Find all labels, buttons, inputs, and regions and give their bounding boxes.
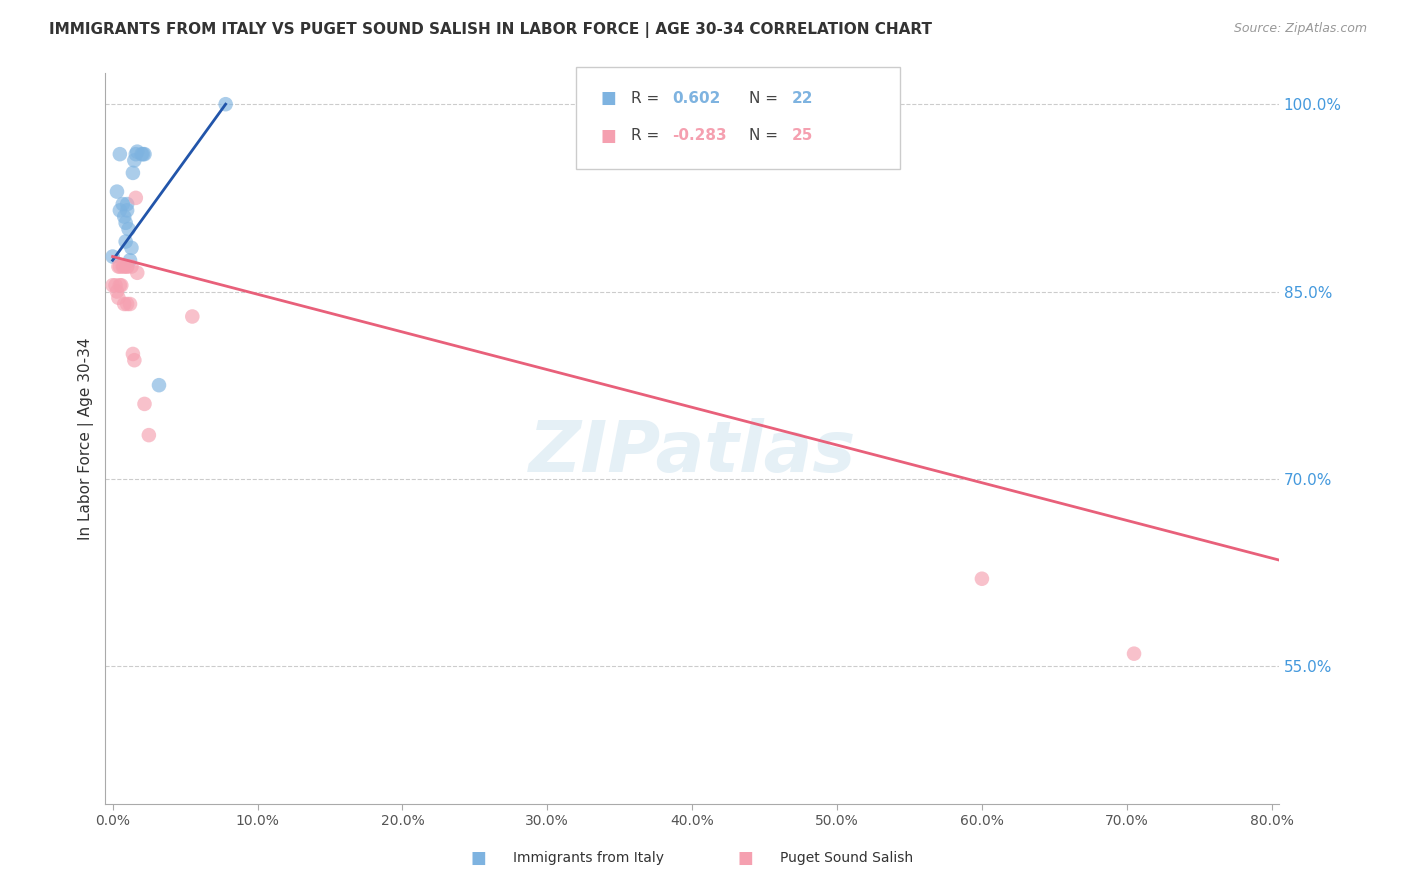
Point [120, 241, 142, 255]
Text: 0.602: 0.602 [672, 91, 720, 105]
Text: IMMIGRANTS FROM ITALY VS PUGET SOUND SALISH IN LABOR FORCE | AGE 30-34 CORRELATI: IMMIGRANTS FROM ITALY VS PUGET SOUND SAL… [49, 22, 932, 38]
Point [101, 250, 124, 264]
Text: ■: ■ [600, 127, 616, 145]
Point [107, 260, 129, 274]
Point [114, 235, 136, 249]
Point [115, 297, 138, 311]
Point [120, 260, 142, 274]
Point [134, 397, 156, 411]
Text: Immigrants from Italy: Immigrants from Italy [513, 851, 664, 865]
Point [108, 147, 131, 161]
Point [214, 97, 236, 112]
Text: ■: ■ [470, 849, 486, 867]
Text: 25: 25 [792, 128, 813, 143]
Text: 22: 22 [792, 91, 813, 105]
Point [112, 297, 135, 311]
Point [138, 428, 160, 442]
Text: R =: R = [631, 128, 665, 143]
Point [108, 260, 131, 274]
Text: R =: R = [631, 91, 665, 105]
Point [117, 222, 139, 236]
Point [114, 216, 136, 230]
Point [124, 153, 146, 168]
Text: Puget Sound Salish: Puget Sound Salish [780, 851, 914, 865]
Point [115, 203, 138, 218]
Point [115, 260, 138, 274]
Point [112, 210, 135, 224]
Text: ■: ■ [737, 849, 754, 867]
Text: ■: ■ [600, 89, 616, 107]
Text: N =: N = [749, 128, 783, 143]
Y-axis label: In Labor Force | Age 30-34: In Labor Force | Age 30-34 [79, 337, 94, 540]
Point [105, 285, 128, 299]
Point [118, 297, 141, 311]
Point [108, 203, 131, 218]
Text: ZIPatlas: ZIPatlas [529, 418, 856, 487]
Point [101, 278, 124, 293]
Point [134, 147, 156, 161]
Point [115, 260, 138, 274]
Point [118, 253, 141, 268]
Point [125, 147, 148, 161]
Point [131, 147, 153, 161]
Point [1123, 647, 1146, 661]
Point [127, 145, 149, 159]
Point [107, 291, 129, 305]
Point [127, 266, 149, 280]
Text: -0.283: -0.283 [672, 128, 727, 143]
Point [115, 197, 138, 211]
Point [111, 260, 134, 274]
Point [111, 197, 134, 211]
Point [105, 185, 128, 199]
Point [104, 278, 127, 293]
Text: N =: N = [749, 91, 783, 105]
Point [122, 166, 145, 180]
Point [108, 278, 131, 293]
Point [110, 278, 132, 293]
Point [112, 260, 135, 274]
Point [970, 572, 993, 586]
Point [124, 353, 146, 368]
Point [181, 310, 204, 324]
Point [148, 378, 170, 392]
Point [122, 347, 145, 361]
Point [125, 191, 148, 205]
Text: Source: ZipAtlas.com: Source: ZipAtlas.com [1233, 22, 1367, 36]
Point [132, 147, 155, 161]
